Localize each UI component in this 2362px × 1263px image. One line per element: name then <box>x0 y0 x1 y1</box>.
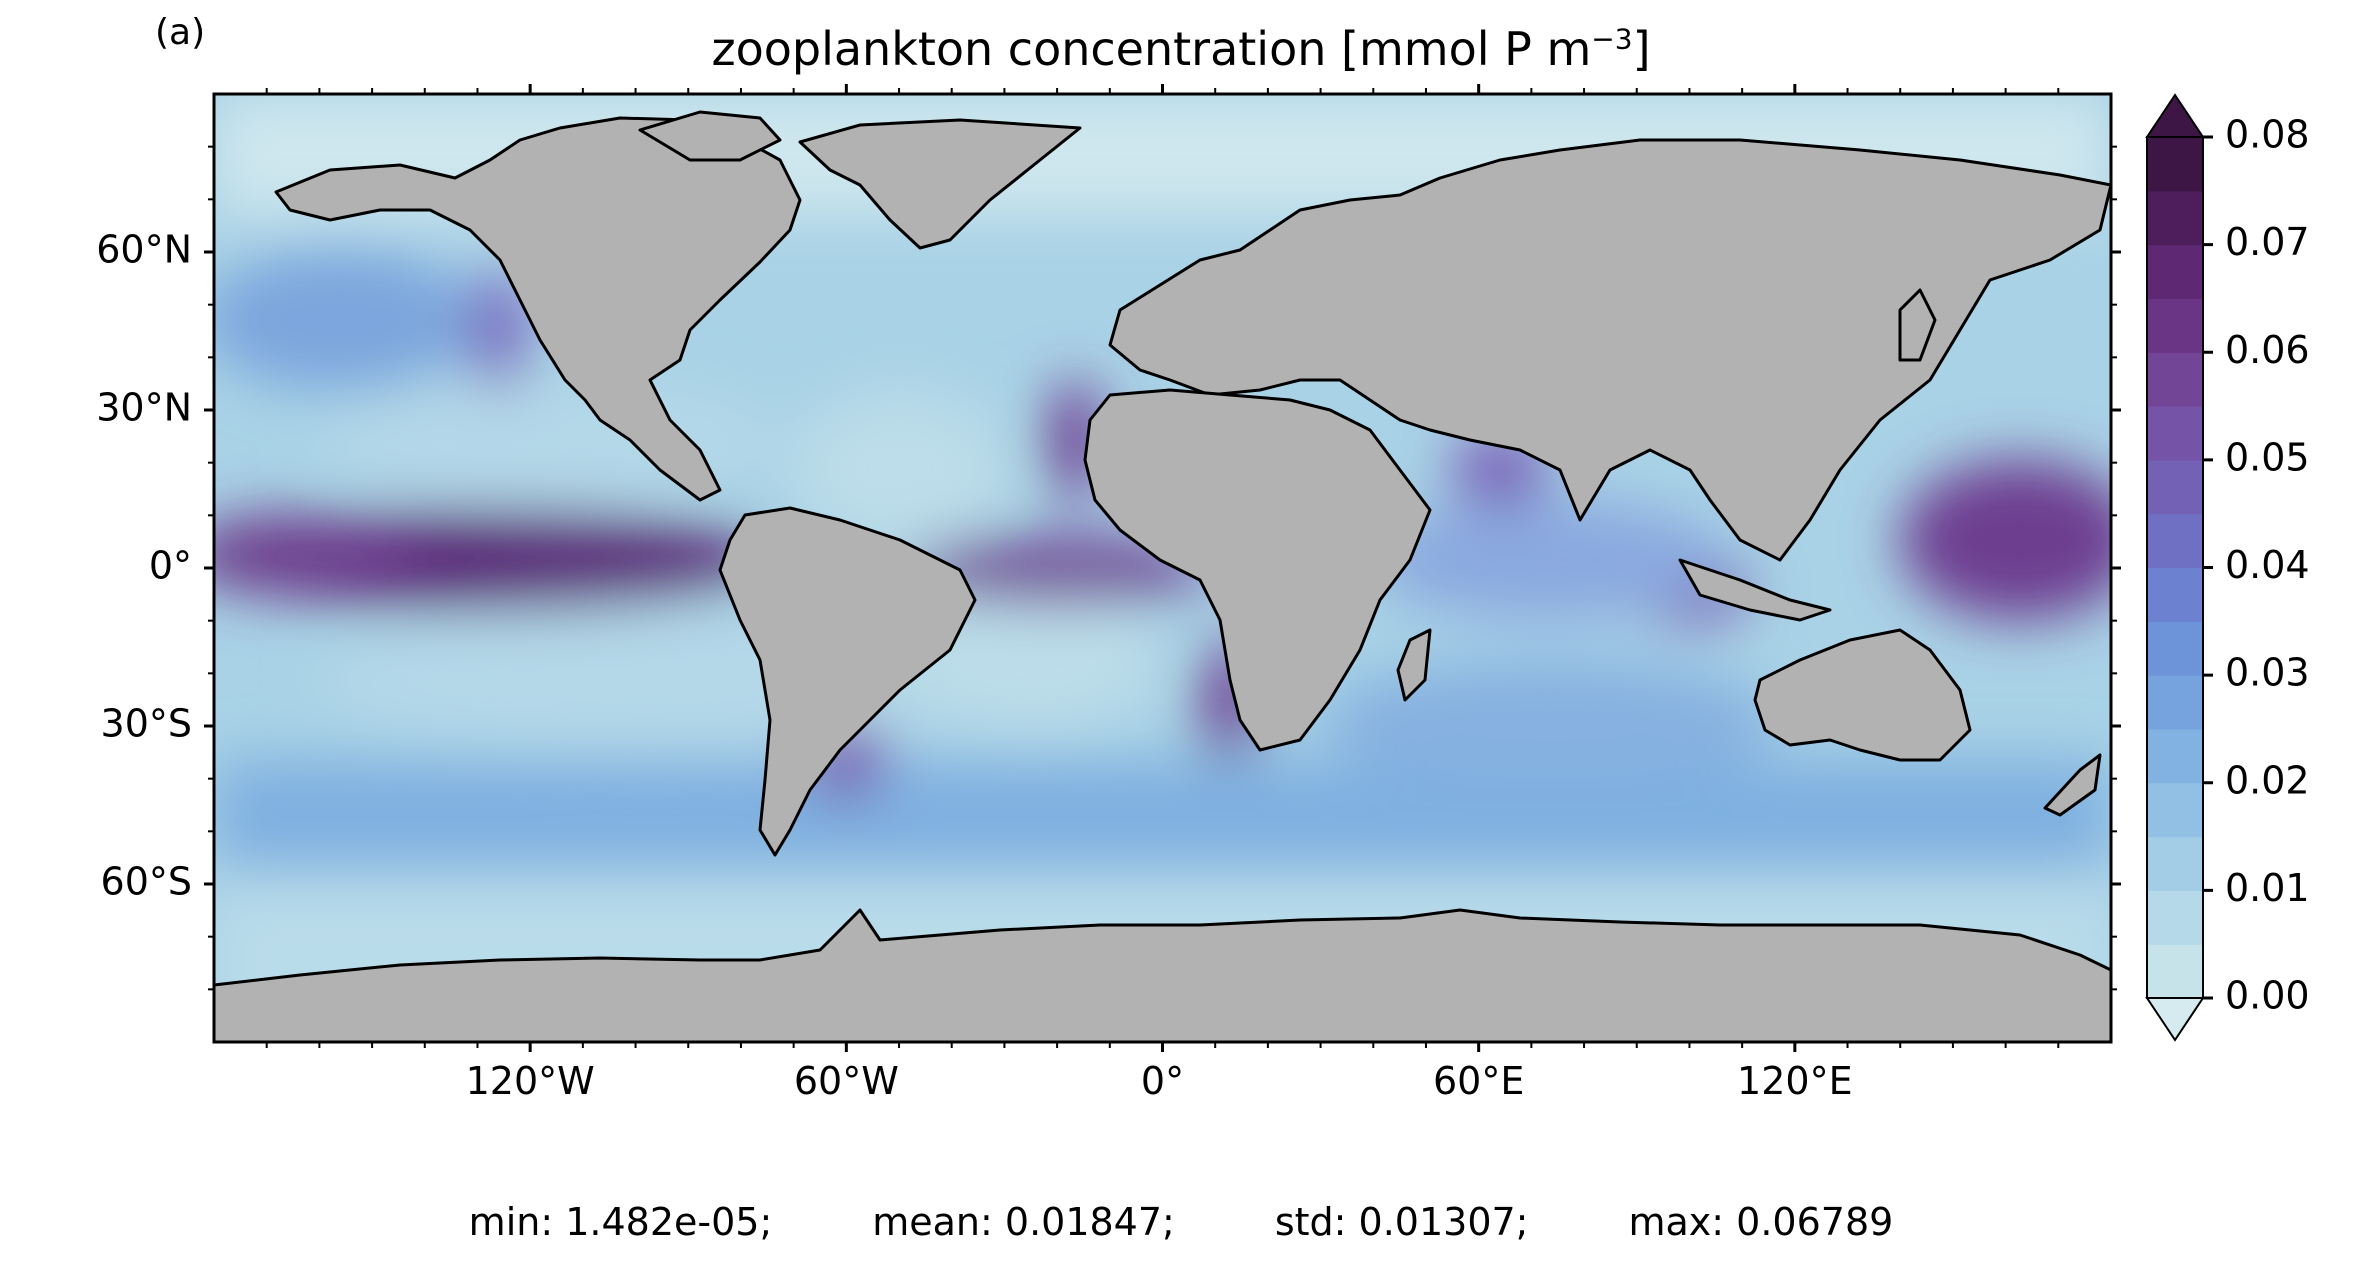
california-current <box>470 270 530 390</box>
lon-label: 60°W <box>794 1059 899 1103</box>
land-south-america <box>718 506 977 857</box>
land-japan <box>1898 288 1937 362</box>
colorbar-segment <box>2147 137 2203 192</box>
colorbar-tick-label: 0.07 <box>2225 220 2310 264</box>
colorbar-tick-label: 0.06 <box>2225 328 2310 372</box>
colorbar-segment <box>2147 782 2203 838</box>
latitude-axis: 60°N 30°N 0° 30°S 60°S <box>96 145 2121 991</box>
southern-ocean-band <box>214 760 2111 870</box>
south-indian-ocean <box>1320 660 1780 780</box>
title-exponent: −3 <box>1591 22 1633 56</box>
lon-label: 0° <box>1141 1059 1184 1103</box>
stat-mean: mean: 0.01847; <box>872 1200 1175 1244</box>
colorbar-tick-label: 0.03 <box>2225 651 2310 695</box>
land-arctic-islands <box>638 110 782 162</box>
colorbar-segment <box>2147 621 2203 676</box>
land-antarctica <box>214 908 2111 1042</box>
land-masses <box>214 110 2111 1042</box>
colorbar-tick-label: 0.04 <box>2225 543 2310 587</box>
colorbar-segment <box>2147 298 2203 353</box>
land-indonesia <box>1678 558 1832 622</box>
lon-label: 120°E <box>1737 1059 1853 1103</box>
equatorial-atlantic-high <box>910 538 1210 602</box>
colorbar-segment <box>2147 728 2203 784</box>
colorbar-segment <box>2147 836 2203 891</box>
lat-label: 0° <box>149 544 192 588</box>
colorbar-segment <box>2147 459 2203 515</box>
west-pacific-high <box>1900 460 2111 620</box>
colorbar-tick-label: 0.08 <box>2225 113 2310 157</box>
land-north-america <box>274 116 802 502</box>
map-title: zooplankton concentration [mmol P m−3] <box>0 22 2362 76</box>
colorbar-segment <box>2147 406 2203 461</box>
colorbar-segment <box>2147 944 2203 999</box>
land-australia <box>1753 628 1972 762</box>
longitude-axis: 120°W 60°W 0° 60°E 120°E <box>265 84 2060 1103</box>
colorbar-segment <box>2147 244 2203 300</box>
colorbar-tick-label: 0.05 <box>2225 435 2310 479</box>
land-greenland <box>798 118 1082 250</box>
north-atlantic-gyre <box>790 390 1010 550</box>
stat-max: max: 0.06789 <box>1628 1200 1894 1244</box>
land-eurasia <box>1108 138 2111 562</box>
stat-min: min: 1.482e-05; <box>468 1200 773 1244</box>
colorbar-segment <box>2147 675 2203 730</box>
colorbar-extend-min <box>2145 997 2205 1042</box>
stats-row: min: 1.482e-05; mean: 0.01847; std: 0.01… <box>0 1200 2362 1244</box>
colorbar: 0.00 0.01 0.02 0.03 0.04 0.05 0.06 0.07 0.08 <box>2145 93 2310 1042</box>
colorbar-tick-label: 0.00 <box>2225 974 2310 1018</box>
land-madagascar <box>1396 628 1432 702</box>
lon-label: 60°E <box>1433 1059 1524 1103</box>
colorbar-segment <box>2147 352 2203 407</box>
colorbar-extend-max <box>2145 93 2205 138</box>
colorbar-tick-label: 0.01 <box>2225 866 2310 910</box>
lat-label: 60°S <box>101 860 192 904</box>
panel-label: (a) <box>155 12 206 53</box>
lon-label: 120°W <box>466 1059 595 1103</box>
colorbar-segment <box>2147 567 2203 622</box>
colorbar-segment <box>2147 890 2203 945</box>
land-new-zealand <box>2043 753 2102 817</box>
lat-label: 30°N <box>96 386 192 430</box>
colorbar-segment <box>2147 190 2203 246</box>
colorbar-tick-label: 0.02 <box>2225 758 2310 802</box>
lat-label: 30°S <box>101 702 192 746</box>
lat-label: 60°N <box>96 228 192 272</box>
colorbar-segment <box>2147 513 2203 569</box>
equatorial-pacific-west <box>214 515 420 595</box>
stat-std: std: 0.01307; <box>1274 1200 1529 1244</box>
land-africa <box>1083 388 1432 752</box>
north-pacific-blob <box>214 250 480 390</box>
south-atlantic-gyre <box>900 590 1160 730</box>
title-close: ] <box>1632 22 1651 76</box>
title-text: zooplankton concentration [mmol P m <box>711 22 1592 76</box>
indian-ocean-band <box>1370 500 1730 620</box>
